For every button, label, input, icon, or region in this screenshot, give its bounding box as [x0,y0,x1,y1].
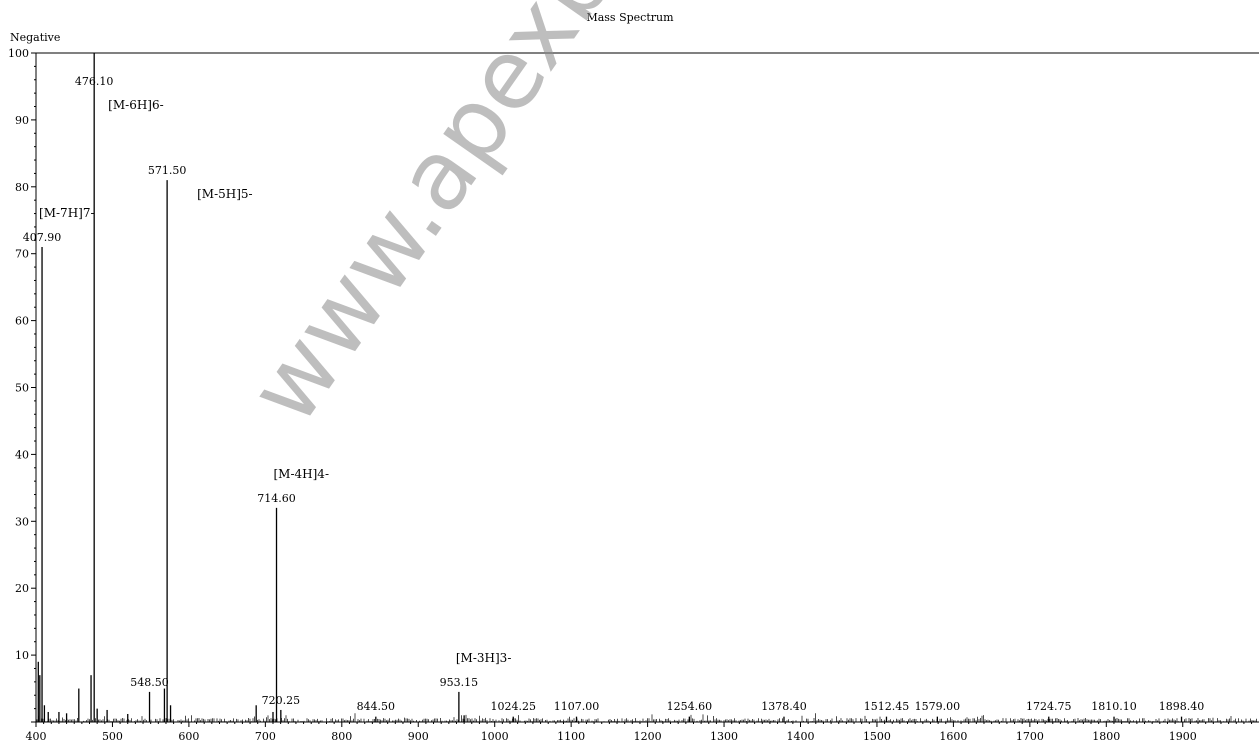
x-tick-label: 1400 [787,730,815,743]
peak-labels: 407.90 [M-7H]7- 476.10 [M-6H]6- 571.50 [M-5H]… [23,75,1204,713]
x-ticks: 400 500 600 700 800 900 1000 1100 1200 1300 1400 15… [26,722,1253,743]
peak-mz-label: 571.50 [148,164,187,177]
peak-mz-label: 476.10 [75,75,114,88]
x-tick-label: 700 [255,730,276,743]
y-tick-label: 10 [15,649,29,662]
peak-mz-label: 844.50 [357,700,396,713]
x-tick-label: 900 [408,730,429,743]
baseline-noise [36,713,1257,722]
x-tick-label: 600 [178,730,199,743]
y-tick-label: 100 [8,47,29,60]
y-tick-label: 80 [15,181,29,194]
peak-mz-label: 714.60 [257,492,296,505]
peak-mz-label: 1107.00 [554,700,600,713]
y-tick-label: 90 [15,114,29,127]
peak-lines [37,53,1183,722]
peak-ion-annotation: [M-3H]3- [456,651,512,665]
y-ticks: 10 20 30 40 50 60 70 80 90 100 [8,47,36,723]
peak-mz-label: 1898.40 [1159,700,1205,713]
x-tick-label: 1000 [481,730,509,743]
y-tick-label: 50 [15,382,29,395]
peak-mz-label: 548.50 [130,676,169,689]
x-tick-label: 1100 [557,730,585,743]
peak-ion-annotation: [M-7H]7- [39,206,95,220]
x-tick-label: 500 [102,730,123,743]
x-tick-label: 1900 [1169,730,1197,743]
x-tick-label: 1500 [863,730,891,743]
peak-mz-label: 1254.60 [667,700,713,713]
peak-mz-label: 407.90 [23,231,62,244]
noise-trace [36,713,1257,722]
peak-ion-annotation: [M-6H]6- [108,98,164,112]
y-tick-label: 30 [15,515,29,528]
ion-mode-label: Negative [10,31,60,44]
x-tick-label: 400 [26,730,47,743]
x-tick-label: 1600 [939,730,967,743]
y-tick-label: 60 [15,315,29,328]
peak-mz-label: 1724.75 [1026,700,1072,713]
peak-ion-annotation: [M-4H]4- [274,467,330,481]
y-tick-label: 20 [15,582,29,595]
y-tick-label: 70 [15,248,29,261]
peak-mz-label: 1512.45 [864,700,910,713]
watermark: www.apexbt [227,0,657,443]
x-tick-label: 1300 [710,730,738,743]
peak-ion-annotation: [M-5H]5- [197,187,253,201]
y-tick-label: 40 [15,448,29,461]
peak-mz-label: 953.15 [440,676,479,689]
x-tick-label: 1800 [1092,730,1120,743]
peak-mz-label: 1579.00 [915,700,961,713]
peak-mz-label: 1378.40 [761,700,807,713]
x-tick-label: 1200 [634,730,662,743]
chart-title: Mass Spectrum [586,11,674,24]
peak-mz-label: 720.25 [262,694,301,707]
peak-mz-label: 1810.10 [1091,700,1137,713]
x-tick-label: 800 [331,730,352,743]
x-tick-label: 1700 [1016,730,1044,743]
peak-mz-label: 1024.25 [490,700,536,713]
